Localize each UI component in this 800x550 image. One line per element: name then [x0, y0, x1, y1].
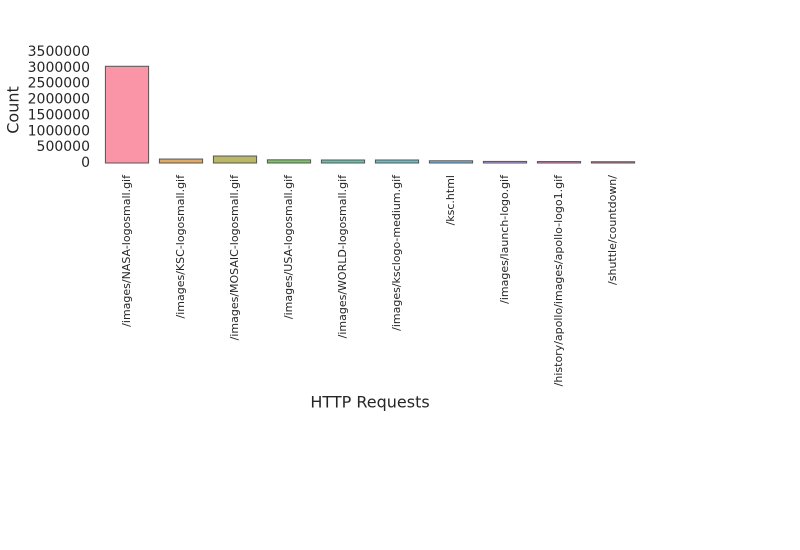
- x-tick-label: /shuttle/countdown/: [606, 175, 619, 285]
- y-tick-label: 1000000: [28, 123, 90, 139]
- bar: [158, 158, 204, 164]
- x-tick-label: /images/MOSAIC-logosmall.gif: [228, 174, 241, 340]
- y-tick-label: 2000000: [28, 92, 90, 108]
- y-tick-label: 500000: [37, 139, 90, 155]
- bar: [482, 160, 528, 164]
- y-tick-label: 1500000: [28, 107, 90, 123]
- bar: [266, 159, 312, 164]
- x-tick-label: /images/launch-logo.gif: [498, 174, 511, 304]
- x-tick-label: /images/USA-logosmall.gif: [282, 174, 295, 319]
- y-tick-label: 3000000: [28, 60, 90, 76]
- bar: [320, 159, 366, 164]
- bar: [374, 159, 420, 164]
- x-tick-label: /images/WORLD-logosmall.gif: [336, 174, 349, 338]
- y-axis-label: Count: [4, 86, 23, 134]
- y-tick-label: 3500000: [28, 44, 90, 60]
- x-tick-label: /images/ksclogo-medium.gif: [390, 174, 403, 331]
- y-tick-label: 2500000: [28, 76, 90, 92]
- bar: [536, 161, 582, 164]
- x-axis-label: HTTP Requests: [310, 393, 429, 412]
- x-tick-label: /images/KSC-logosmall.gif: [174, 174, 187, 319]
- x-tick-label: /history/apollo/images/apollo-logo1.gif: [552, 174, 565, 386]
- x-tick-label: /ksc.html: [444, 175, 457, 225]
- bar: [590, 161, 636, 164]
- bar: [104, 65, 150, 164]
- bar: [212, 155, 258, 164]
- bar: [428, 160, 474, 164]
- y-tick-label: 0: [81, 155, 90, 171]
- x-tick-label: /images/NASA-logosmall.gif: [120, 174, 133, 327]
